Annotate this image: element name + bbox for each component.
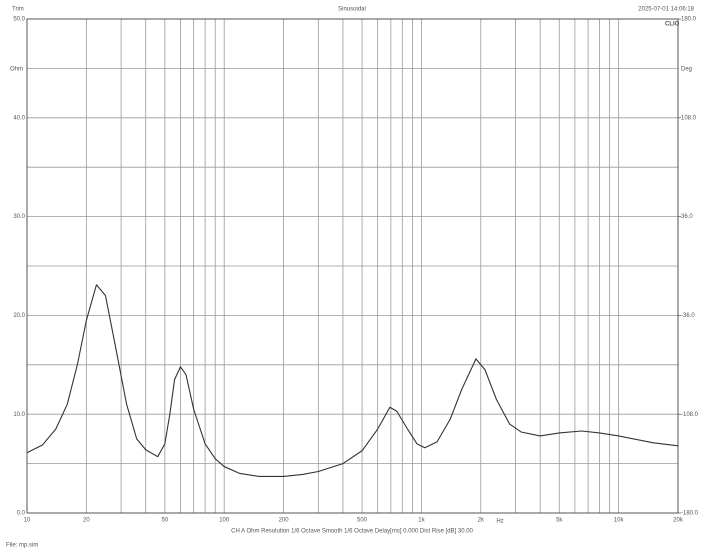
y-tick-label: 30.0: [13, 214, 25, 220]
brand: CLIO: [665, 22, 680, 28]
x-tick-label: 20k: [673, 518, 684, 524]
y-tick-label: 0.0: [17, 511, 26, 517]
y2-tick-label: 36.0: [681, 214, 693, 220]
x-tick-label: 10: [24, 518, 31, 524]
y2-tick-label: -36.0: [681, 313, 695, 319]
y-axis-label: Ohm: [10, 67, 23, 73]
file-label: File: mp.sim: [6, 543, 38, 549]
y2-tick-label: 180.0: [681, 17, 697, 23]
x-tick-label: 200: [279, 518, 290, 524]
x-tick-label: 20: [83, 518, 90, 524]
y-tick-label: 50.0: [13, 17, 25, 23]
x-tick-label: 5k: [556, 518, 563, 524]
y2-axis-label: Deg: [681, 67, 692, 73]
y-tick-label: 10.0: [13, 412, 25, 418]
timestamp: 2025-07-01 14:06:18: [638, 7, 694, 13]
x-tick-label: 10k: [614, 518, 625, 524]
x-tick-label: 100: [219, 518, 230, 524]
x-tick-label: 50: [162, 518, 169, 524]
x-tick-label: 500: [357, 518, 368, 524]
y-tick-label: 20.0: [13, 313, 25, 319]
chart-title: Sinusoidal: [338, 7, 366, 13]
impedance-curve: [26, 284, 679, 477]
y2-tick-label: 108.0: [681, 115, 697, 121]
y2-tick-label: -108.0: [681, 412, 699, 418]
x-tick-label: 2k: [478, 518, 485, 524]
y2-tick-label: -180.0: [681, 511, 699, 517]
y-tick-label: 40.0: [13, 115, 25, 121]
x-tick-label: 1k: [418, 518, 425, 524]
left-title: Trim: [12, 7, 24, 13]
plot-frame: [26, 18, 679, 514]
footer: CH A Ohm Resolution 1/6 Octave Smooth 1/…: [231, 529, 473, 535]
x-axis-label: Hz: [496, 519, 503, 525]
